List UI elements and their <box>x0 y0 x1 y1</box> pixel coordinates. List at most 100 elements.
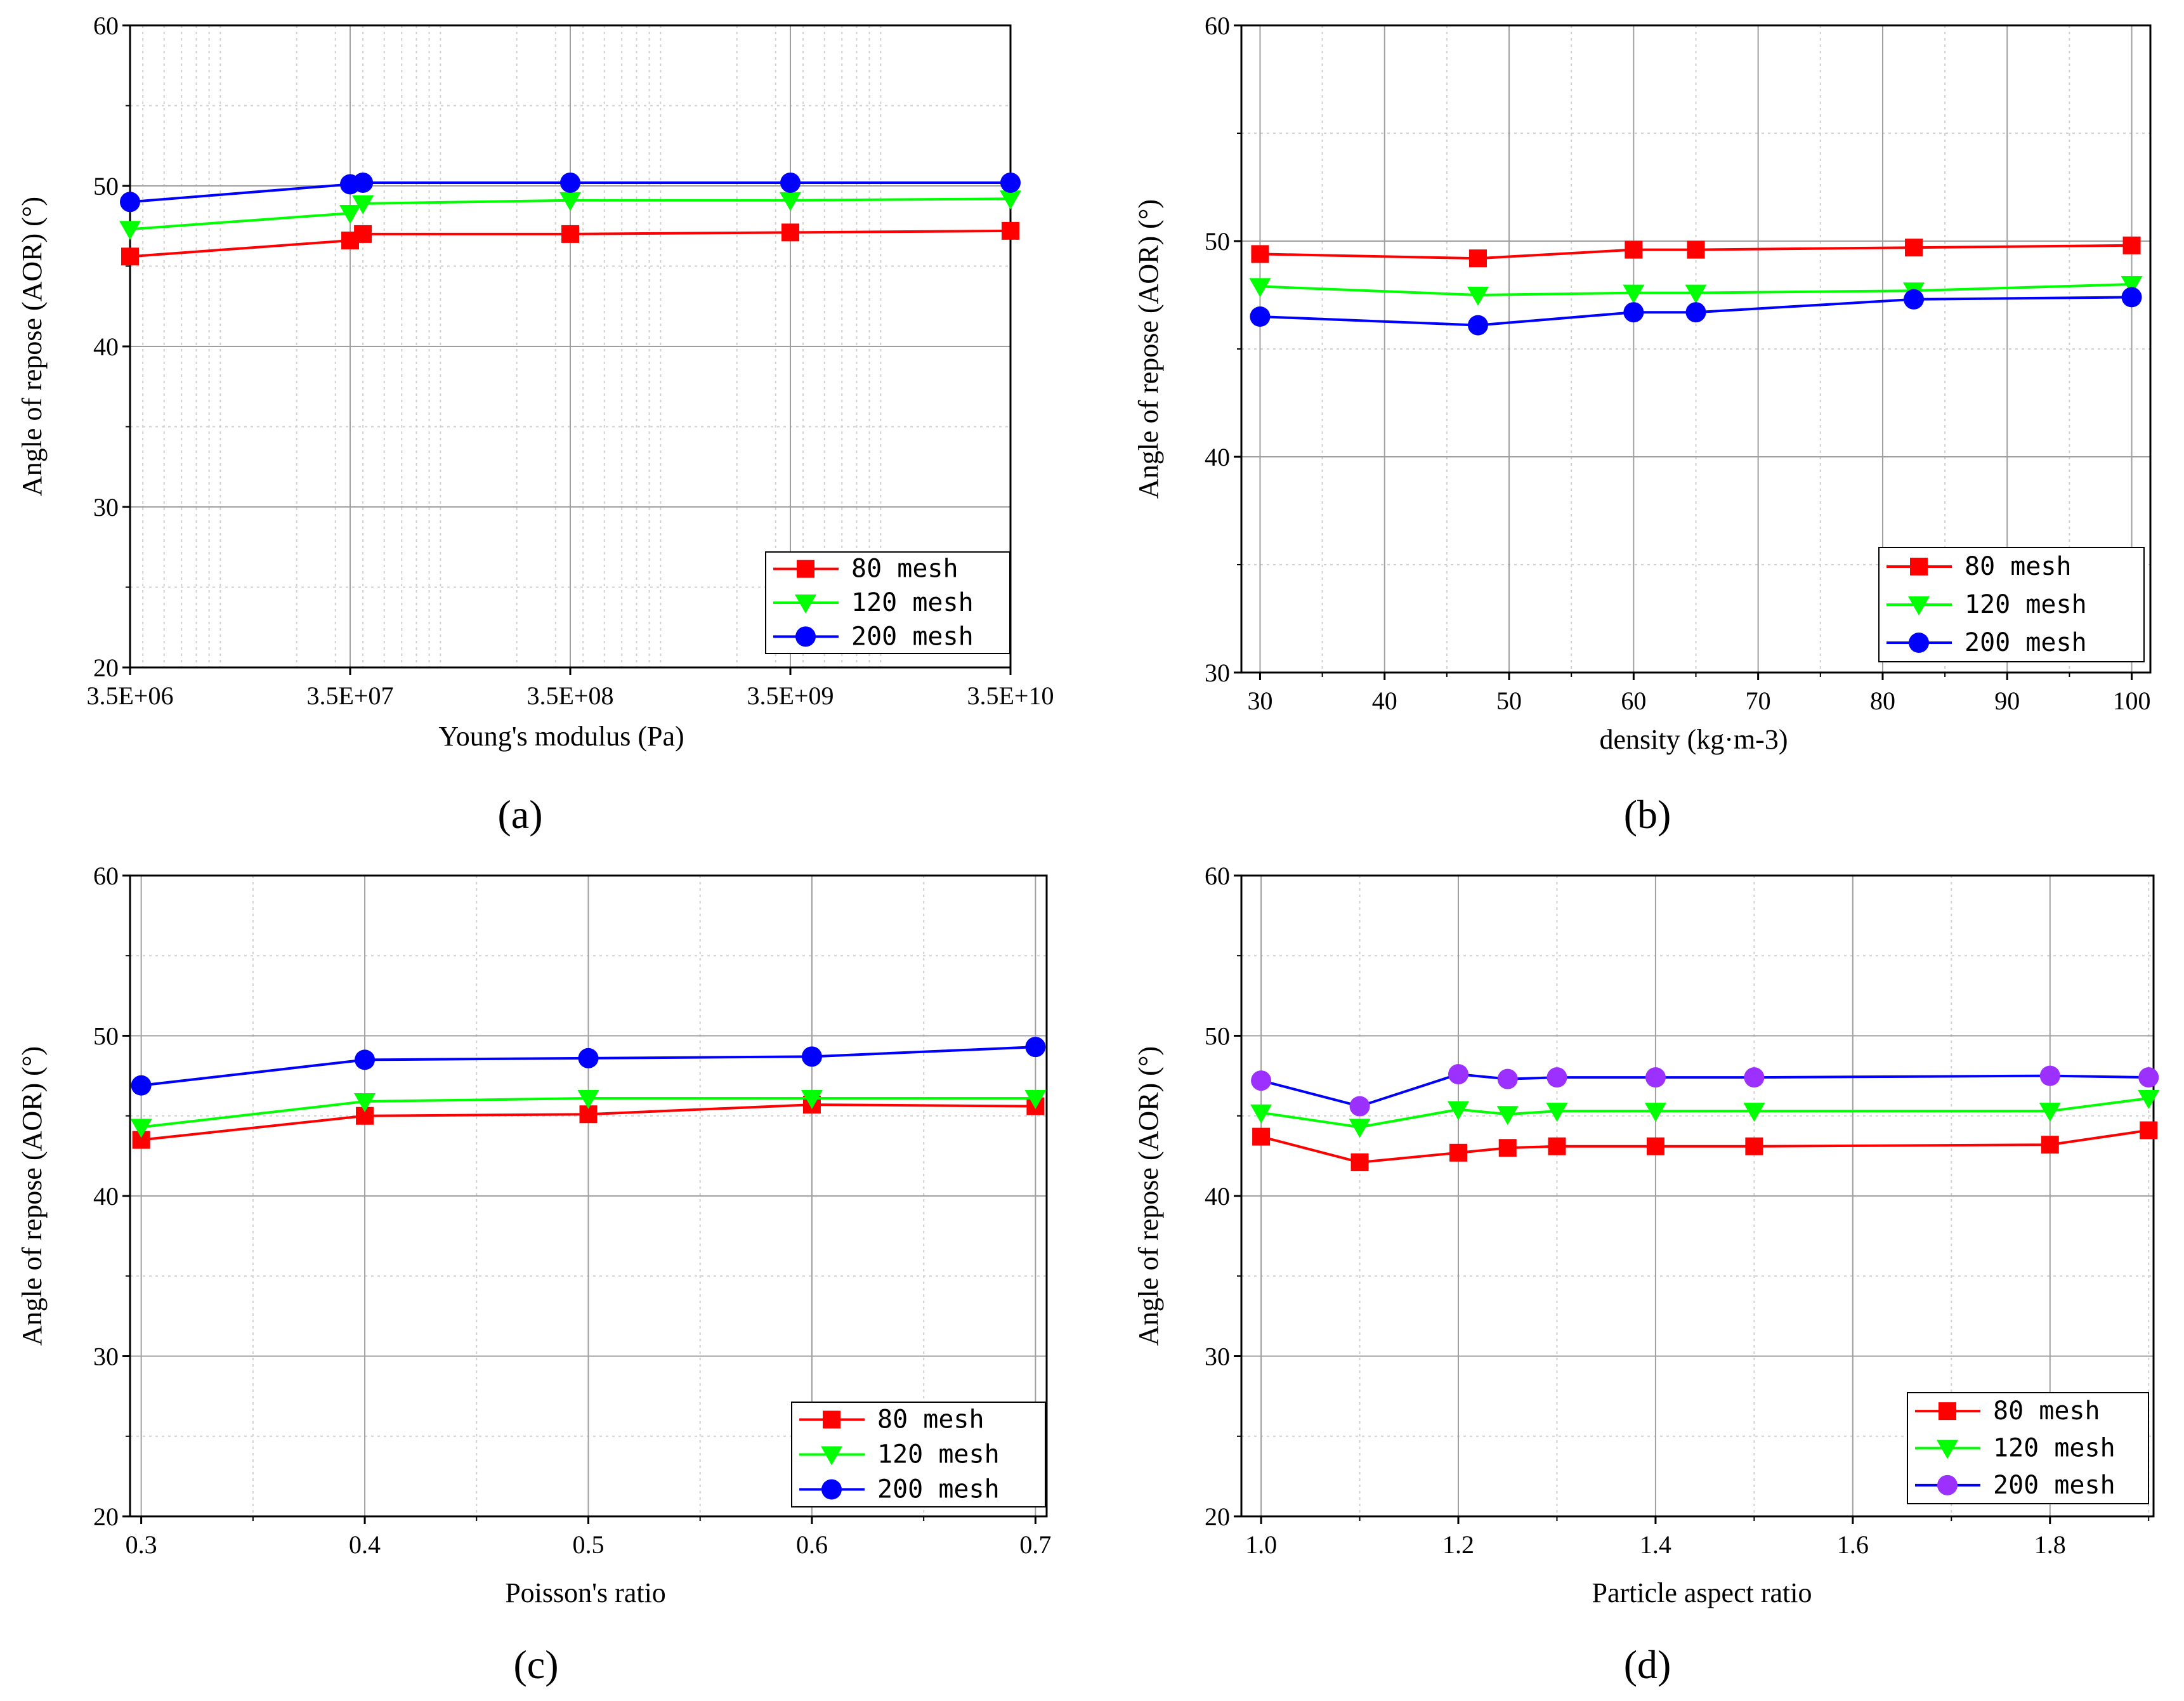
series-line <box>1260 296 2132 327</box>
data-point <box>130 1119 152 1138</box>
x-tick-label: 1.0 <box>1245 1530 1277 1559</box>
data-point <box>2039 1103 2061 1122</box>
x-tick-label: 1.6 <box>1837 1530 1869 1559</box>
data-point <box>1498 1139 1517 1157</box>
legend: 80 mesh 120 mesh 200 mesh <box>765 551 1010 654</box>
panel-label: (a) <box>497 792 542 837</box>
data-point <box>1546 1103 1568 1122</box>
data-point <box>1467 315 1488 336</box>
x-tick-label: 100 <box>2113 686 2151 715</box>
y-tick-label: 20 <box>93 1502 119 1531</box>
data-point <box>2041 1136 2059 1154</box>
legend-marker <box>823 1410 840 1429</box>
data-point <box>121 247 139 266</box>
series-line <box>1260 1096 2149 1129</box>
y-tick-label: 60 <box>1205 862 1230 890</box>
data-point <box>1743 1103 1765 1122</box>
data-point <box>559 192 581 211</box>
legend-marker <box>1937 1474 1958 1495</box>
y-tick-label: 30 <box>1205 659 1230 687</box>
legend-marker <box>1939 1402 1956 1421</box>
data-point <box>1645 1067 1666 1088</box>
y-tick-label: 30 <box>93 1343 119 1371</box>
x-axis-title: Particle aspect ratio <box>1592 1577 1812 1608</box>
x-tick-label: 1.4 <box>1640 1530 1671 1559</box>
x-tick-label: 3.5E+09 <box>747 681 834 710</box>
series-line <box>129 229 1011 258</box>
data-point <box>1349 1096 1370 1117</box>
series-200-mesh <box>1251 1064 2159 1117</box>
legend-marker <box>795 594 816 614</box>
x-axis-title: Poisson's ratio <box>505 1577 666 1608</box>
data-point <box>353 172 374 193</box>
minor-grid <box>1241 25 2150 673</box>
data-point <box>560 172 580 193</box>
series-line <box>1260 1073 2149 1108</box>
series-120-mesh <box>130 1089 1047 1138</box>
data-point <box>2140 1121 2158 1139</box>
x-axis-title: Young's modulus (Pa) <box>438 721 684 752</box>
legend-marker <box>1937 1440 1958 1459</box>
data-point <box>1623 302 1644 323</box>
data-point <box>1449 1143 1468 1162</box>
data-point <box>1000 190 1021 210</box>
data-point <box>2039 1065 2060 1086</box>
data-point <box>1685 284 1707 304</box>
data-point <box>1252 1127 1271 1146</box>
y-tick-label: 30 <box>1205 1343 1230 1371</box>
series-line <box>1260 244 2132 260</box>
data-point <box>1623 284 1645 304</box>
x-tick-label: 40 <box>1372 686 1397 715</box>
data-point <box>2138 1067 2159 1088</box>
x-tick-label: 90 <box>1994 686 2020 715</box>
y-tick-label: 40 <box>93 332 119 361</box>
legend-marker <box>821 1446 842 1466</box>
legend-label: 80 mesh <box>877 1405 984 1435</box>
x-tick-label: 0.3 <box>126 1530 157 1559</box>
chart-panel-b: 30 40 50 60 30 40 50 60 70 80 90 100 density (kg·m-3… <box>1133 11 2152 837</box>
data-point <box>2122 236 2141 254</box>
panel-label: (b) <box>1624 792 1671 837</box>
y-tick-label: 60 <box>1205 11 1230 40</box>
x-tick-label: 60 <box>1621 686 1646 715</box>
legend-label: 80 mesh <box>851 555 958 584</box>
legend-label: 120 mesh <box>851 588 974 617</box>
data-point <box>1644 1103 1666 1122</box>
data-point <box>1744 1067 1765 1088</box>
data-point <box>577 1089 599 1109</box>
y-tick-label: 50 <box>1205 227 1230 256</box>
data-point <box>1625 240 1643 259</box>
data-point <box>1349 1119 1371 1138</box>
legend-marker <box>795 626 816 647</box>
x-tick-label: 70 <box>1746 686 1771 715</box>
y-axis-title: Angle of repose (AOR) (°) <box>1133 1046 1164 1346</box>
y-axis-title: Angle of repose (AOR) (°) <box>16 197 48 496</box>
data-point <box>780 192 801 211</box>
data-point <box>131 1075 152 1096</box>
legend-marker <box>797 560 814 578</box>
data-point <box>578 1048 599 1068</box>
x-tick-label: 3.5E+07 <box>307 681 394 710</box>
legend-marker <box>1909 633 1929 653</box>
y-tick-label: 20 <box>93 653 119 682</box>
series-80-mesh <box>1251 236 2141 268</box>
x-tick-label: 50 <box>1496 686 1522 715</box>
x-tick-label: 3.5E+06 <box>87 681 174 710</box>
data-point <box>1904 289 1925 310</box>
data-point <box>1687 240 1705 259</box>
x-tick-label: 1.8 <box>2034 1530 2066 1559</box>
data-point <box>1250 1104 1272 1124</box>
x-axis-title: density (kg·m-3) <box>1600 724 1788 755</box>
data-point <box>1905 239 1923 257</box>
legend-label: 80 mesh <box>1993 1396 2100 1426</box>
legend-label: 200 mesh <box>851 622 974 651</box>
data-point <box>120 192 140 213</box>
chart-panel-c: 20 30 40 50 60 0.3 0.4 0.5 0.6 0.7 Poisson's ratio… <box>16 862 1051 1687</box>
data-point <box>1496 1106 1519 1126</box>
data-point <box>1249 278 1271 298</box>
chart-panel-a: 20 30 40 50 60 3.5E+06 3.5E+07 3.5E+08 3.5E+09 3.… <box>16 11 1054 837</box>
data-point <box>1467 287 1489 306</box>
legend-marker <box>1908 596 1930 615</box>
series-200-mesh <box>131 1037 1046 1096</box>
